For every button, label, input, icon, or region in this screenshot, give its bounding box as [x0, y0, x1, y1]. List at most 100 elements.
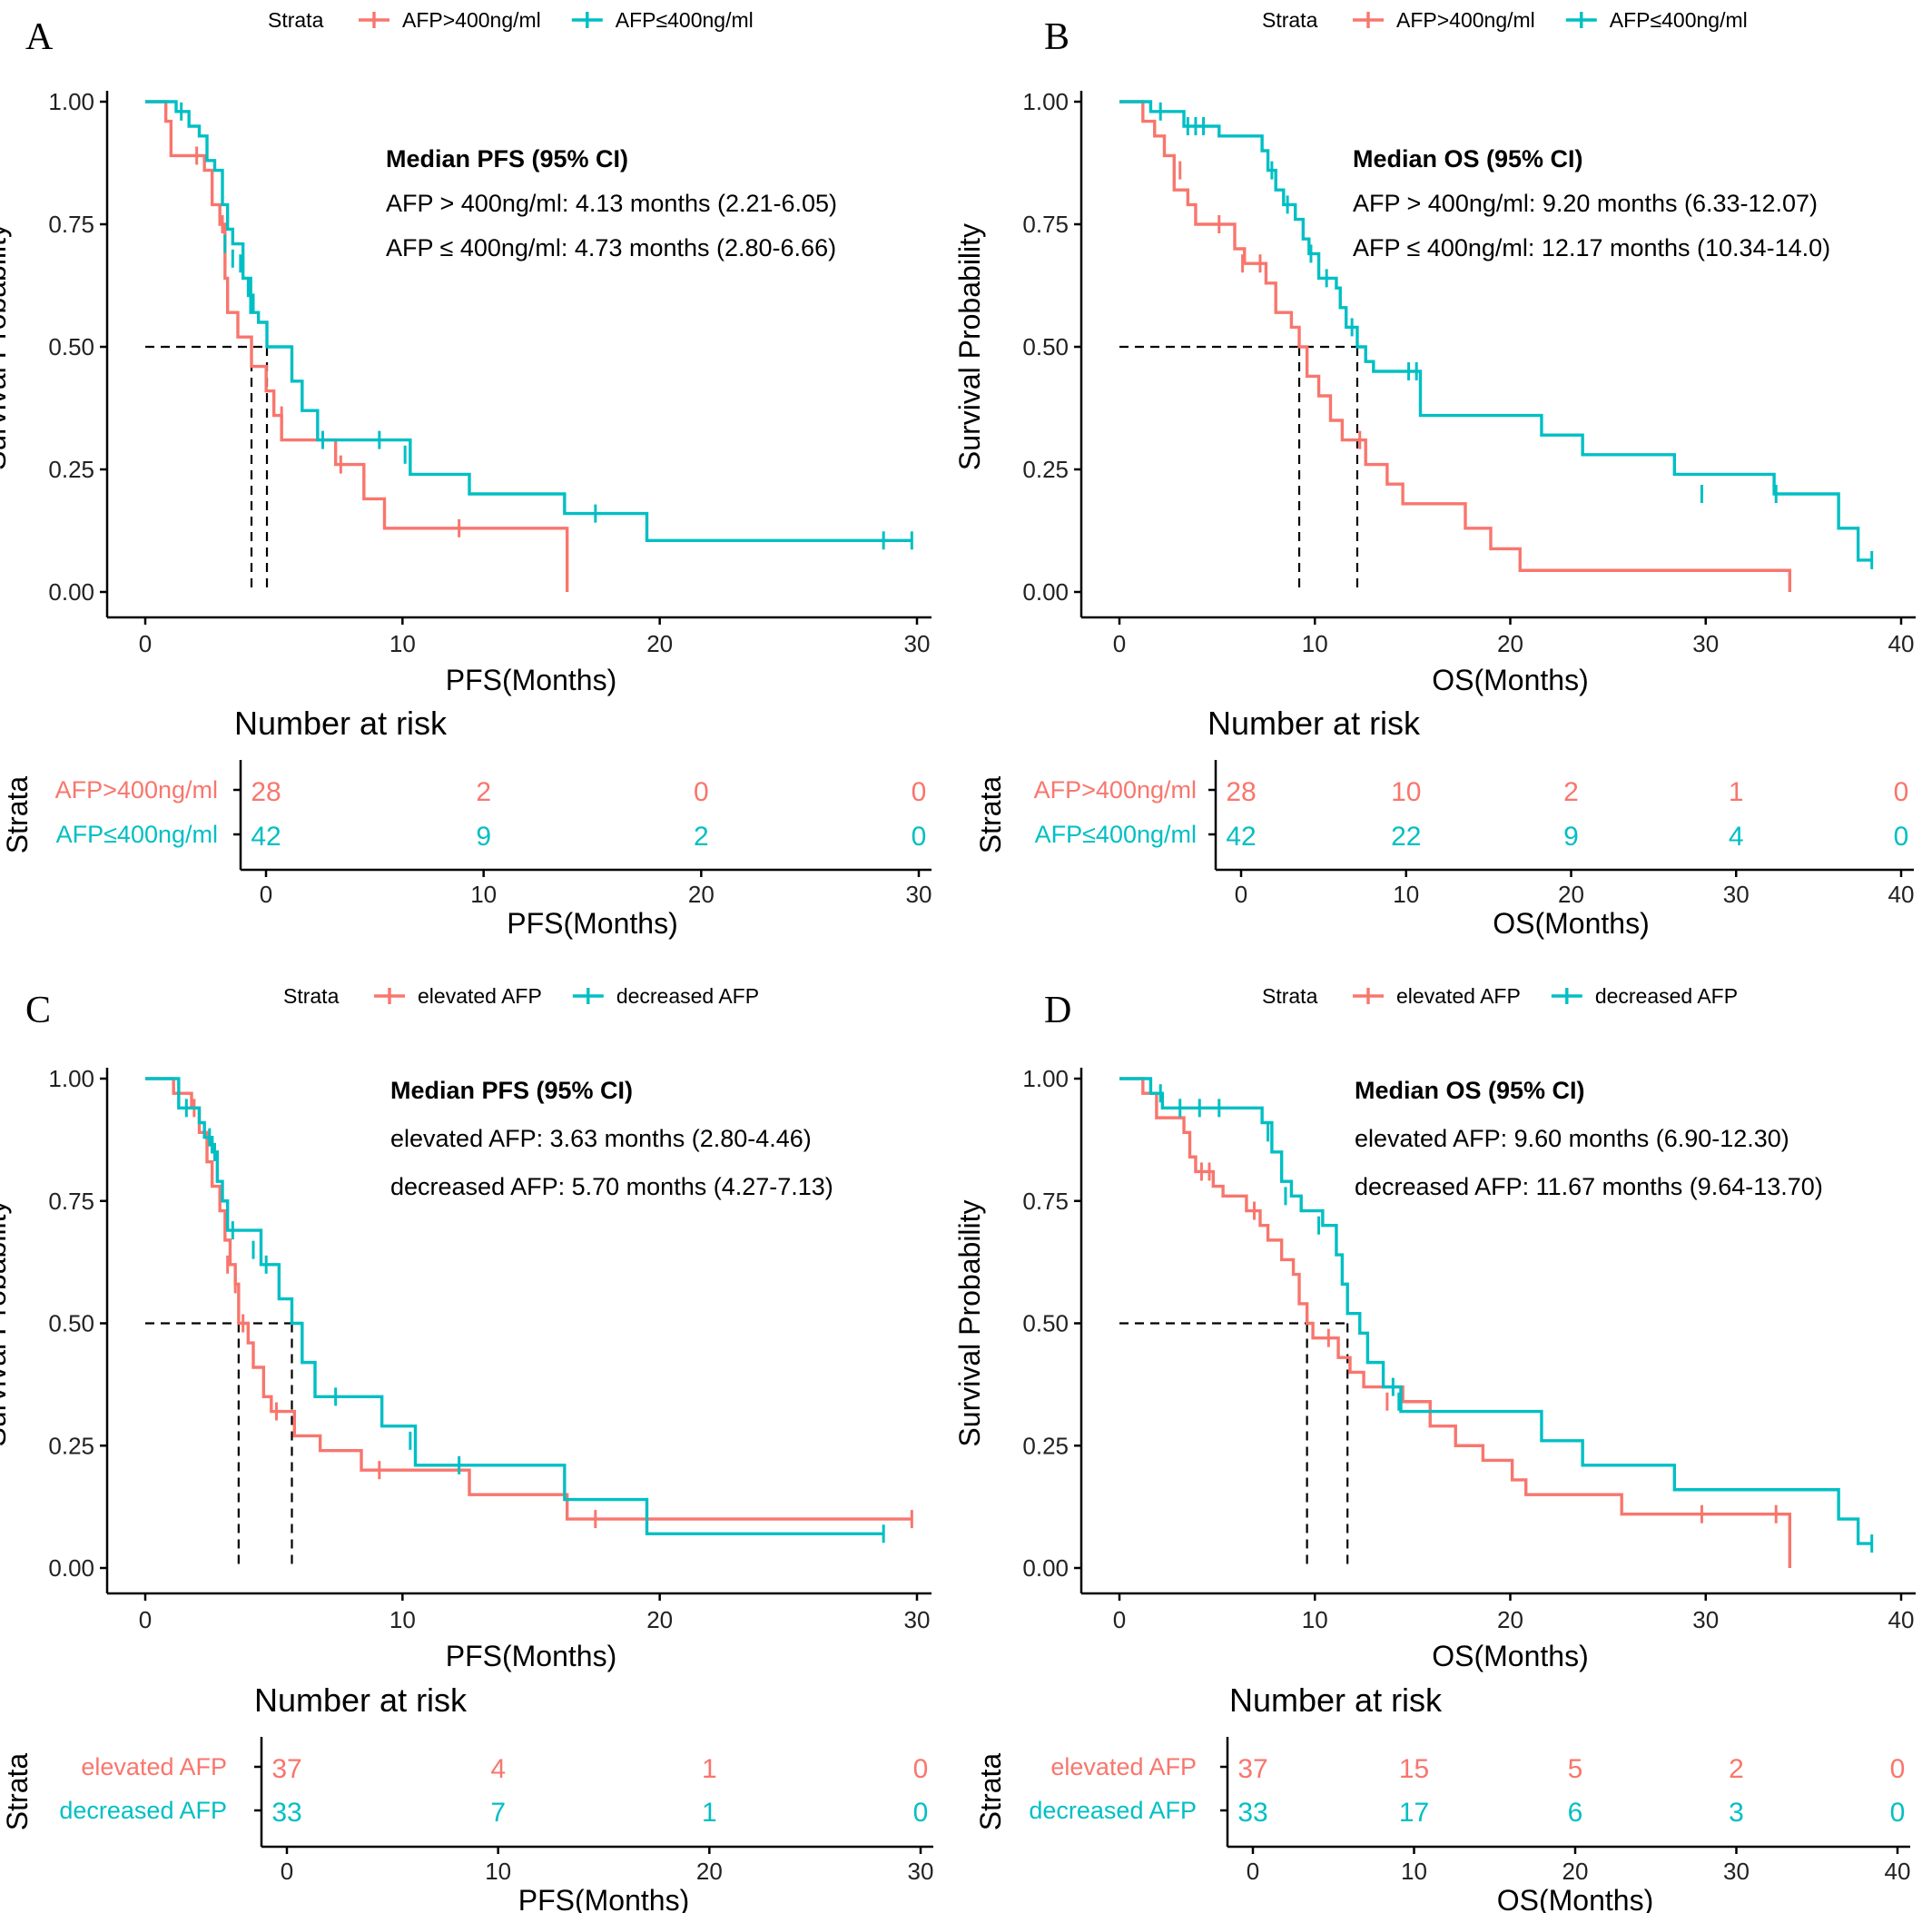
legend-entry: AFP≤400ng/ml: [616, 8, 754, 32]
risk-count: 22: [1391, 822, 1421, 852]
survival-curve-red: [1119, 100, 1792, 592]
risk-table-title: Number at risk: [1229, 1681, 1443, 1719]
risk-count: 7: [490, 1798, 506, 1828]
risk-x-tick-label: 30: [1723, 881, 1750, 908]
x-tick-label: 20: [1497, 630, 1523, 657]
y-tick-label: 1.00: [48, 1065, 94, 1092]
x-axis-title: OS(Months): [1432, 664, 1588, 696]
y-tick-label: 0.25: [48, 1432, 94, 1459]
risk-x-tick-label: 20: [696, 1858, 723, 1885]
y-tick-label: 0.25: [48, 456, 94, 483]
risk-count: 5: [1568, 1754, 1583, 1784]
risk-table-title: Number at risk: [234, 705, 448, 742]
y-tick-label: 0.00: [48, 1554, 94, 1582]
x-tick-label: 10: [1302, 1606, 1328, 1633]
annotation-line: AFP ≤ 400ng/ml: 12.17 months (10.34-14.0…: [1353, 234, 1830, 261]
x-tick-label: 40: [1888, 630, 1915, 657]
y-tick-label: 0.00: [48, 578, 94, 606]
x-tick-label: 10: [389, 1606, 416, 1633]
legend-entry: AFP>400ng/ml: [1396, 8, 1535, 32]
risk-strata-label: AFP≤400ng/ml: [1035, 821, 1197, 848]
annotation-title: Median PFS (95% CI): [386, 145, 628, 173]
risk-count: 2: [476, 777, 491, 807]
y-axis-title: Survival Probability: [953, 223, 986, 470]
y-tick-label: 0.75: [48, 211, 94, 238]
x-tick-label: 0: [139, 1606, 152, 1633]
y-tick-label: 1.00: [48, 88, 94, 115]
risk-x-axis-title: PFS(Months): [507, 907, 677, 940]
risk-x-axis-title: OS(Months): [1493, 907, 1649, 940]
legend-entry: AFP≤400ng/ml: [1610, 8, 1748, 32]
panel-letter: C: [25, 990, 51, 1031]
risk-table-title: Number at risk: [254, 1681, 468, 1719]
panel-letter: D: [1044, 990, 1071, 1031]
risk-x-tick-label: 40: [1888, 881, 1915, 908]
risk-count: 4: [1729, 822, 1744, 852]
x-tick-label: 40: [1888, 1606, 1915, 1633]
y-tick-label: 0.50: [48, 1310, 94, 1337]
y-axis-title: Survival Probability: [953, 1199, 986, 1446]
risk-count: 0: [1890, 1798, 1906, 1828]
panel-letter: B: [1044, 16, 1070, 58]
y-tick-label: 1.00: [1022, 1065, 1069, 1092]
risk-count: 0: [913, 1798, 929, 1828]
risk-count: 28: [1226, 777, 1256, 807]
risk-table-title: Number at risk: [1208, 705, 1421, 742]
risk-count: 42: [251, 822, 281, 852]
risk-count: 15: [1399, 1754, 1429, 1784]
y-tick-label: 0.25: [1022, 1432, 1069, 1459]
risk-x-tick-label: 20: [1558, 881, 1584, 908]
x-tick-label: 0: [1113, 630, 1126, 657]
y-axis-title: Survival Probability: [0, 1199, 12, 1446]
panel-c: C Strata elevated AFP decreased AFP 0.00 0.25…: [0, 984, 933, 1913]
legend-title: Strata: [1262, 8, 1318, 32]
annotation-line: AFP > 400ng/ml: 4.13 months (2.21-6.05): [386, 190, 837, 217]
x-tick-label: 0: [1113, 1606, 1126, 1633]
risk-count: 0: [912, 777, 927, 807]
panel-d: D Strata elevated AFP decreased AFP 0.00 0.25…: [953, 984, 1916, 1913]
risk-count: 2: [1729, 1754, 1744, 1784]
risk-count: 33: [271, 1798, 301, 1828]
legend: Strata AFP>400ng/ml AFP≤400ng/ml: [268, 8, 754, 32]
risk-count: 0: [913, 1754, 929, 1784]
x-tick-label: 20: [646, 630, 673, 657]
risk-x-tick-label: 0: [1247, 1858, 1259, 1885]
annotation-line: AFP > 400ng/ml: 9.20 months (6.33-12.07): [1353, 190, 1818, 217]
survival-curve-teal: [145, 1077, 884, 1535]
x-tick-label: 0: [139, 630, 152, 657]
legend-title: Strata: [268, 8, 324, 32]
annotation-title: Median OS (95% CI): [1355, 1077, 1585, 1104]
risk-y-axis-title: Strata: [1, 776, 34, 854]
risk-strata-label: AFP>400ng/ml: [55, 776, 218, 804]
risk-count: 2: [694, 822, 709, 852]
y-tick-label: 0.50: [48, 333, 94, 360]
risk-x-tick-label: 0: [281, 1858, 293, 1885]
risk-x-tick-label: 10: [485, 1858, 511, 1885]
risk-x-tick-label: 30: [906, 881, 932, 908]
annotation-line: decreased AFP: 5.70 months (4.27-7.13): [390, 1173, 833, 1200]
risk-count: 9: [476, 822, 491, 852]
risk-x-tick-label: 30: [1723, 1858, 1750, 1885]
y-tick-label: 0.00: [1022, 1554, 1069, 1582]
panel-letter: A: [25, 16, 54, 58]
annotation-line: elevated AFP: 3.63 months (2.80-4.46): [390, 1125, 812, 1152]
risk-count: 33: [1237, 1798, 1267, 1828]
y-tick-label: 1.00: [1022, 88, 1069, 115]
risk-count: 1: [702, 1798, 717, 1828]
survival-curve-red: [1119, 1077, 1792, 1568]
risk-y-axis-title: Strata: [974, 1753, 1007, 1831]
risk-count: 28: [251, 777, 281, 807]
y-tick-label: 0.25: [1022, 456, 1069, 483]
legend: Strata elevated AFP decreased AFP: [283, 984, 759, 1008]
y-tick-label: 0.00: [1022, 578, 1069, 606]
annotation-line: elevated AFP: 9.60 months (6.90-12.30): [1355, 1125, 1789, 1152]
x-tick-label: 30: [1692, 1606, 1719, 1633]
legend-entry: AFP>400ng/ml: [402, 8, 541, 32]
x-tick-label: 30: [904, 630, 931, 657]
risk-count: 9: [1563, 822, 1579, 852]
risk-count: 4: [490, 1754, 506, 1784]
legend-entry: decreased AFP: [616, 984, 759, 1008]
